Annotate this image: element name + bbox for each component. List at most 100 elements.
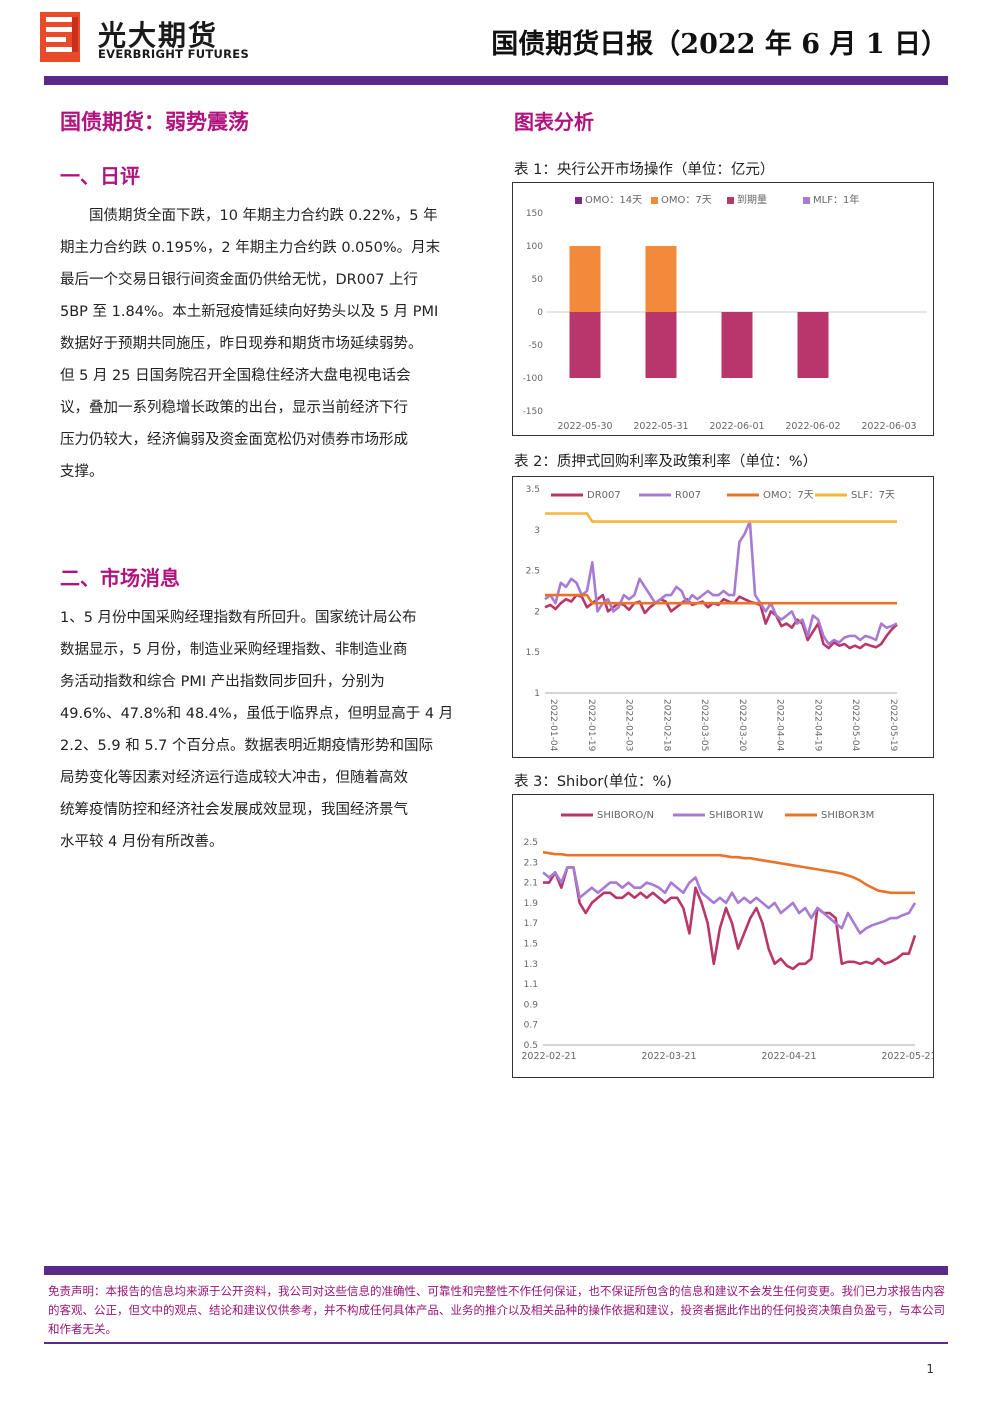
text-line: 压力仍较大，经济偏弱及资金面宽松仍对债券市场形成 bbox=[60, 432, 408, 448]
y-tick-label: 100 bbox=[526, 242, 543, 252]
section1-body: 国债期货全面下跌，10 年期主力合约跌 0.22%，5 年期主力合约跌 0.19… bbox=[60, 200, 480, 488]
text-line: 2.2、5.9 和 5.7 个百分点。数据表明近期疫情形势和国际 bbox=[60, 738, 434, 754]
x-tick-label: 2022-01-04 bbox=[548, 699, 558, 752]
section2-heading: 二、市场消息 bbox=[60, 566, 180, 590]
chart-analysis-title: 图表分析 bbox=[514, 110, 594, 134]
legend-label: SHIBOR3M bbox=[821, 810, 874, 821]
legend-label: OMO：7天 bbox=[763, 490, 814, 501]
series-line bbox=[545, 593, 897, 605]
section2-body: 1、5 月份中国采购经理指数有所回升。国家统计局公布 数据显示，5 月份，制造业采… bbox=[60, 602, 480, 858]
y-tick-label: 2 bbox=[534, 607, 540, 617]
chart1-svg: -150 -100 -50 0 50 100 150 2022-05-30 2022-05-31… bbox=[523, 193, 927, 432]
text-line: 最后一个交易日银行间资金面仍供给无忧，DR007 上行 bbox=[60, 272, 419, 288]
report-title: 国债期货日报（2022 年 6 月 1 日） bbox=[491, 29, 948, 60]
x-tick-label: 2022-03-21 bbox=[641, 1051, 696, 1062]
chart2-svg: 1 1.5 2 2.5 3 3.5 2022-01-04 2022-01-19 2022-02-… bbox=[526, 485, 898, 752]
x-tick-label: 2022-05-31 bbox=[633, 421, 688, 432]
legend-label: MLF：1年 bbox=[813, 193, 859, 206]
y-tick-label: -150 bbox=[523, 407, 544, 417]
x-tick-label: 2022-04-04 bbox=[775, 699, 785, 752]
y-tick-label: 0 bbox=[537, 308, 543, 318]
y-tick-label: 2.3 bbox=[524, 858, 538, 868]
y-tick-label: 2.5 bbox=[524, 838, 538, 848]
y-tick-label: 2.5 bbox=[526, 567, 540, 577]
series-line bbox=[542, 850, 915, 895]
logo-mark-icon bbox=[40, 12, 82, 62]
text-line: 水平较 4 月份有所改善。 bbox=[60, 834, 224, 850]
legend-label: OMO：14天 bbox=[585, 195, 642, 206]
chart1-box: -150 -100 -50 0 50 100 150 2022-05-30 2022-05-31… bbox=[512, 182, 934, 436]
x-tick-label: 2022-04-21 bbox=[761, 1051, 816, 1062]
legend-label: SHIBORO/N bbox=[597, 810, 654, 821]
y-tick-label: 1.5 bbox=[524, 940, 538, 950]
x-tick-label: 2022-03-05 bbox=[699, 699, 709, 751]
y-tick-label: 1.3 bbox=[524, 960, 538, 970]
y-tick-label: 1.7 bbox=[524, 919, 538, 929]
legend-label: R007 bbox=[675, 490, 701, 501]
y-tick-label: -100 bbox=[523, 374, 544, 384]
legend-label: 到期量 bbox=[737, 194, 767, 206]
section1-heading: 一、日评 bbox=[60, 164, 140, 188]
text-line: 1、5 月份中国采购经理指数有所回升。国家统计局公布 bbox=[60, 610, 417, 626]
x-tick-label: 2022-05-30 bbox=[557, 421, 612, 432]
y-tick-label: 0.5 bbox=[524, 1041, 538, 1051]
legend-swatch bbox=[575, 197, 582, 204]
y-tick-label: 3.5 bbox=[526, 485, 540, 495]
y-tick-label: 1.9 bbox=[524, 899, 539, 909]
x-tick-label: 2022-02-21 bbox=[521, 1051, 576, 1062]
logo-chinese-name: 光大期货 bbox=[98, 19, 219, 52]
footer-thin-rule bbox=[44, 1342, 948, 1344]
chart1-caption: 表 1：央行公开市场操作（单位：亿元） bbox=[514, 162, 775, 178]
chart2-box: 1 1.5 2 2.5 3 3.5 2022-01-04 2022-01-19 2022-02-… bbox=[512, 476, 934, 758]
bar bbox=[569, 246, 601, 312]
chart3-box: 0.5 0.7 0.9 1.1 1.3 1.5 1.7 1.9 2.1 2.3 2.5 2022-02… bbox=[512, 794, 934, 1078]
series-line bbox=[542, 866, 917, 935]
series-line bbox=[543, 866, 917, 971]
legend-swatch bbox=[803, 197, 810, 204]
text-line: 49.6%、47.8%和 48.4%，虽低于临界点，但明显高于 4 月 bbox=[60, 706, 454, 722]
text-line: 5BP 至 1.84%。本土新冠疫情延续向好势头以及 5 月 PMI bbox=[60, 304, 439, 320]
series-line bbox=[544, 520, 898, 646]
y-tick-label: 1.5 bbox=[526, 648, 540, 658]
text-line: 数据显示，5 月份，制造业采购经理指数、非制造业商 bbox=[60, 642, 408, 658]
legend-label: SHIBOR1W bbox=[709, 810, 764, 821]
y-tick-label: 1.1 bbox=[524, 980, 538, 990]
x-tick-label: 2022-02-18 bbox=[661, 699, 671, 752]
footer-rule bbox=[44, 1266, 948, 1275]
text-line: 期主力合约跌 0.195%，2 年期主力合约跌 0.050%。月末 bbox=[60, 240, 441, 256]
legend-swatch bbox=[727, 197, 734, 204]
text-line: 议，叠加一系列稳增长政策的出台，显示当前经济下行 bbox=[60, 400, 408, 416]
x-tick-label: 2022-06-01 bbox=[709, 421, 764, 432]
y-tick-label: 1 bbox=[534, 689, 540, 699]
logo-english-name: EVERBRIGHT FUTURES bbox=[98, 47, 250, 61]
series-line bbox=[545, 512, 897, 523]
x-tick-label: 2022-01-19 bbox=[586, 699, 596, 752]
x-tick-label: 2022-05-04 bbox=[850, 699, 860, 752]
chart3-svg: 0.5 0.7 0.9 1.1 1.3 1.5 1.7 1.9 2.1 2.3 2.5 2022-02… bbox=[521, 810, 933, 1062]
text-line: 但 5 月 25 日国务院召开全国稳住经济大盘电视电话会 bbox=[60, 368, 411, 384]
bar bbox=[721, 312, 753, 378]
chart3-caption: 表 3：Shibor(单位：%) bbox=[514, 774, 672, 790]
x-tick-label: 2022-03-20 bbox=[737, 699, 747, 752]
text-line: 统筹疫情防控和经济社会发展成效显现，我国经济景气 bbox=[60, 802, 408, 818]
x-tick-label: 2022-05-19 bbox=[888, 699, 898, 752]
x-tick-label: 2022-04-19 bbox=[812, 699, 822, 752]
legend-label: SLF：7天 bbox=[851, 490, 895, 501]
y-tick-label: 0.7 bbox=[524, 1021, 538, 1031]
legend-label: DR007 bbox=[587, 490, 621, 501]
text-line: 局势变化等因素对经济运行造成较大冲击，但随着高效 bbox=[60, 770, 408, 786]
text-line: 国债期货全面下跌，10 年期主力合约跌 0.22%，5 年 bbox=[89, 208, 438, 224]
x-tick-label: 2022-06-03 bbox=[861, 421, 916, 432]
x-tick-label: 2022-06-02 bbox=[785, 421, 840, 432]
text-line: 支撑。 bbox=[60, 464, 104, 480]
bar bbox=[569, 312, 601, 378]
y-tick-label: 2.1 bbox=[524, 879, 538, 889]
legend-label: OMO：7天 bbox=[661, 195, 712, 206]
x-tick-label: 2022-02-03 bbox=[624, 699, 634, 751]
text-line: 务活动指数和综合 PMI 产出指数同步回升，分别为 bbox=[60, 674, 385, 690]
bar bbox=[645, 246, 677, 312]
disclaimer-text: 免责声明：本报告的信息均来源于公开资料，我公司对这些信息的准确性、可靠性和完整性… bbox=[48, 1284, 945, 1336]
chart2-caption: 表 2：质押式回购利率及政策利率（单位：%） bbox=[514, 454, 818, 470]
text-line: 数据好于预期共同施压，昨日现券和期货市场延续弱势。 bbox=[60, 336, 423, 352]
y-tick-label: 3 bbox=[534, 526, 540, 536]
